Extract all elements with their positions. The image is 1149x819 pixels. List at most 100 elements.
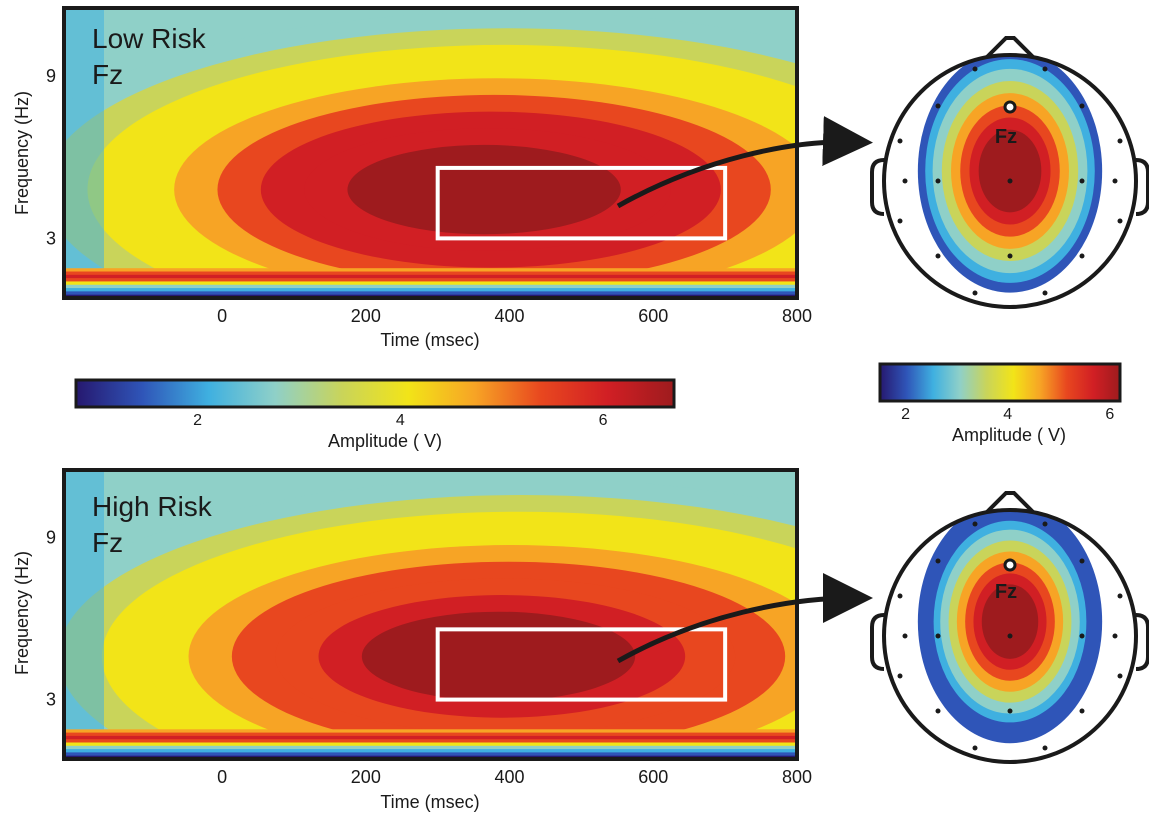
tf-contour-band [347,144,621,235]
tf-low-frequency-band [64,278,797,282]
electrode-dot [1042,745,1048,751]
left-ear-icon [870,158,885,216]
electrode-dot [1079,708,1085,714]
tf-low-frequency-band [64,274,797,279]
tf-low-frequency-band [64,742,797,747]
fz-label-low: Fz [995,126,1017,148]
colorbar-tick-label: 6 [599,412,608,429]
electrode-dot [1042,290,1048,296]
electrode-dot [1117,673,1123,679]
electrode-dot [972,290,978,296]
left-ear-icon [870,613,885,671]
right-ear-icon [1135,613,1149,671]
x-tick-label: 200 [351,767,381,787]
electrode-dot [897,138,903,144]
x-tick-label: 800 [782,767,812,787]
y-tick-labels-low-risk: 39 [46,66,56,249]
electrode-dot [1042,521,1048,527]
panel-label-electrode-low: Fz [92,59,123,90]
colorbar-tick-label: 2 [901,406,910,423]
x-tick-label: 600 [638,306,668,326]
electrode-dots-high [897,521,1123,751]
x-tick-label: 800 [782,306,812,326]
y-tick-label: 9 [46,66,56,86]
x-tick-label: 0 [217,767,227,787]
electrode-dot [1117,593,1123,599]
electrode-dot [935,103,941,109]
tf-contour-band [361,611,636,702]
arrow-to-topomap-low [616,116,873,209]
arrow-to-topomap-high [616,573,873,664]
tf-low-frequency-band [64,749,797,753]
roi-box-low-risk [435,165,728,241]
electrode-dot [935,708,941,714]
y-axis-label-low-risk: Frequency (Hz) [12,91,32,215]
x-axis-label-high-risk: Time (msec) [380,792,479,812]
electrode-dot [897,593,903,599]
electrode-dot [1079,633,1085,639]
electrode-dot [935,253,941,259]
colorbar-right-gradient [878,362,1122,403]
electrode-dot [1079,558,1085,564]
tf-frame-high-risk [62,468,799,761]
electrode-dot [1079,178,1085,184]
y-axis-label-high-risk: Frequency (Hz) [12,551,32,675]
electrode-dot [935,633,941,639]
y-tick-labels-high-risk: 39 [46,528,56,710]
tf-low-frequency-band [64,268,797,272]
topomap-low-risk: Fz [870,36,1149,309]
x-tick-labels-high-risk: 0 200 400 600 800 [217,767,812,787]
tf-panel-low-risk: Low Risk Fz 0 200 400 600 800 39 Time (msec)… [12,6,873,350]
colorbar-left-label: Amplitude ( V) [328,431,442,451]
x-tick-label: 200 [351,306,381,326]
topomap-high-risk: Fz [870,491,1149,764]
fz-electrode-marker-high [1003,558,1017,572]
electrode-dot [972,66,978,72]
fz-label-high: Fz [995,581,1017,603]
tf-heatmap-low-risk [64,8,797,298]
panel-label-electrode-high: Fz [92,527,123,558]
tf-low-frequency-band [64,284,797,289]
tf-low-frequency-band [64,271,797,276]
y-tick-label: 3 [46,228,56,248]
electrode-dot [1117,138,1123,144]
fz-electrode-marker-low [1003,100,1017,114]
tf-low-frequency-band [64,281,797,286]
electrode-dot [935,178,941,184]
tf-low-frequency-band [64,732,797,737]
electrode-dot [972,521,978,527]
electrode-dot [1007,633,1013,639]
electrode-dot [1117,218,1123,224]
colorbar-tick-label: 2 [193,412,202,429]
electrode-dot [1112,633,1118,639]
tf-low-frequency-band [64,745,797,750]
electrode-dot [897,673,903,679]
tf-low-frequency-band [64,752,797,757]
tf-low-frequency-band [64,739,797,743]
colorbar-left: 2 4 6 Amplitude ( V) [74,378,676,451]
colorbar-right: 2 4 6 Amplitude ( V) [878,362,1122,445]
y-tick-label: 3 [46,690,56,710]
tf-low-frequency-band [64,729,797,734]
electrode-dot [1007,253,1013,259]
topomap-contour-band [978,129,1042,213]
tf-panel-high-risk: High Risk Fz 0 200 400 600 800 39 Time (msec… [12,468,873,812]
x-axis-label-low-risk: Time (msec) [380,330,479,350]
colorbar-left-gradient [74,378,676,409]
x-tick-label: 0 [217,306,227,326]
topomap-contours-high [917,511,1103,744]
colorbar-right-label: Amplitude ( V) [952,425,1066,445]
head-outline-high [882,508,1138,764]
x-tick-label: 400 [495,306,525,326]
electrode-dot [902,633,908,639]
x-tick-label: 400 [495,767,525,787]
colorbar-tick-label: 6 [1105,406,1114,423]
topomap-contour-band [981,584,1039,659]
roi-box-high-risk [435,627,728,702]
tf-low-frequency-band [64,291,797,296]
right-ear-icon [1135,158,1149,216]
tf-cool-edge [64,470,104,730]
electrode-dot [1079,103,1085,109]
panel-label-group-low: Low Risk [92,23,207,54]
